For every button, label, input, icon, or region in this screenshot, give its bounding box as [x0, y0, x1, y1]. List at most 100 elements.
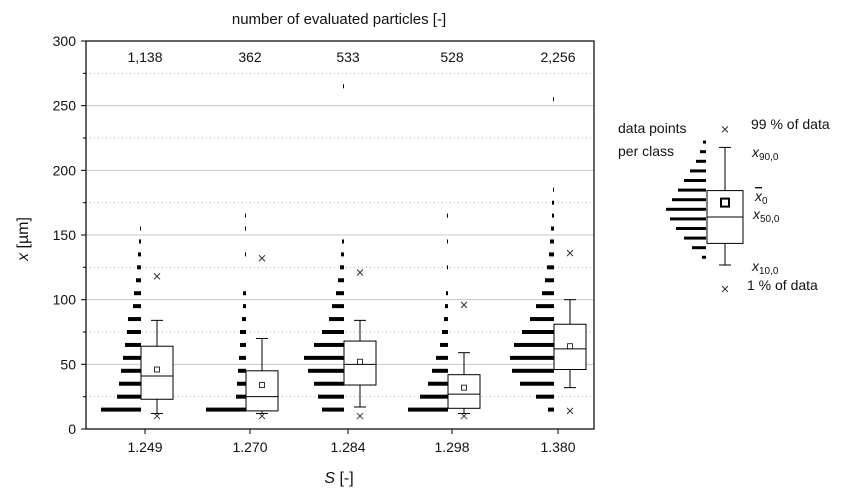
box-p99-marker — [566, 249, 574, 257]
legend-mean-marker-bold — [720, 197, 730, 208]
box-mean-marker — [154, 366, 160, 373]
class-count-bar — [547, 265, 554, 270]
class-count-bar — [447, 239, 448, 244]
legend-class-bar — [684, 236, 706, 240]
y-tick-label: 150 — [53, 227, 77, 243]
legend-class-bar — [666, 207, 706, 211]
cross-stroke — [153, 273, 161, 280]
class-count-bar — [545, 278, 554, 283]
class-count-bar — [536, 304, 554, 309]
box-mean-marker — [461, 384, 467, 391]
y-tick-label: 100 — [53, 292, 77, 308]
legend-class-bar — [676, 227, 706, 230]
particle-count-label: 2,256 — [540, 49, 575, 65]
class-count-bar — [304, 355, 344, 360]
class-count-bar — [510, 355, 554, 360]
class-count-bar — [342, 239, 344, 244]
class-count-bar — [336, 291, 344, 296]
class-count-bar — [444, 317, 448, 322]
x-tick-label: 1.249 — [127, 439, 162, 455]
class-count-bar — [123, 355, 141, 360]
legend-class-bar — [684, 179, 706, 182]
y-tick-label: 50 — [60, 356, 76, 372]
plot-area: 0 50 100 150 200 250 300 1.249 1,138 1.270 362 1.28… — [53, 33, 595, 455]
class-count-bar — [549, 252, 554, 257]
class-count-bar — [446, 291, 448, 296]
class-count-bar — [243, 304, 246, 309]
class-count-bar — [552, 213, 554, 218]
class-count-bar — [206, 407, 246, 412]
class-count-bar — [138, 252, 141, 257]
class-count-bar — [314, 381, 344, 386]
class-count-bar — [245, 252, 246, 257]
class-count-bar — [553, 97, 554, 102]
legend: data points per class 99 % of data x90,0… — [618, 116, 830, 293]
particle-count-label: 1,138 — [127, 49, 162, 65]
cross-stroke — [566, 407, 574, 415]
class-count-bar — [530, 317, 554, 322]
legend-class-bar — [672, 198, 706, 202]
class-count-bar — [322, 407, 344, 412]
cross-stroke — [460, 412, 468, 420]
class-count-bar — [445, 304, 448, 309]
class-count-bar — [514, 342, 554, 347]
legend-class-bar — [690, 169, 706, 173]
class-count-bar — [343, 84, 344, 89]
box-p99-marker — [356, 269, 364, 276]
box-iqr-box — [245, 370, 279, 412]
class-count-bar — [552, 200, 554, 205]
class-count-bar — [442, 330, 448, 334]
legend-class-bar — [700, 150, 706, 154]
class-count-bar — [314, 342, 344, 347]
legend-mean-label: x0 — [754, 188, 768, 207]
class-count-bar — [238, 368, 246, 373]
box-p99-marker — [460, 301, 468, 309]
cross-stroke — [721, 285, 729, 293]
legend-p1-label: 1 % of data — [747, 277, 818, 293]
class-count-bar — [322, 330, 344, 334]
class-count-bar — [240, 342, 246, 347]
class-count-bar — [133, 304, 141, 309]
class-count-bar — [240, 330, 246, 334]
class-count-bar — [243, 291, 246, 296]
y-tick-label: 0 — [68, 421, 76, 437]
class-count-bar — [550, 239, 554, 244]
box-iqr-box — [447, 374, 481, 409]
class-count-bar — [536, 394, 554, 399]
box-iqr-box — [140, 345, 174, 400]
y-axis-label: x [µm] — [15, 217, 32, 262]
class-count-bar — [338, 278, 344, 283]
y-tick-label: 300 — [53, 33, 77, 49]
class-count-bar — [428, 381, 448, 386]
box-mean-marker — [357, 358, 363, 365]
class-count-bar — [542, 291, 554, 296]
class-count-bar — [329, 317, 344, 322]
cross-stroke — [258, 254, 266, 262]
cross-stroke — [460, 301, 468, 309]
class-count-bar — [136, 278, 141, 283]
class-count-bar — [551, 226, 554, 231]
cross-stroke — [356, 269, 364, 276]
legend-class-bar — [696, 159, 706, 163]
legend-median-label: x50,0 — [752, 206, 780, 225]
class-count-bar — [332, 304, 344, 309]
box-p1-marker — [566, 407, 574, 415]
legend-class-bar — [692, 246, 706, 250]
class-count-bar — [522, 330, 554, 334]
class-count-bar — [128, 317, 141, 322]
box-p1-marker — [258, 412, 266, 420]
x-tick-label: 1.380 — [540, 439, 575, 455]
particle-count-label: 533 — [336, 49, 360, 65]
class-count-bar — [101, 407, 141, 412]
cross-stroke — [258, 412, 266, 420]
legend-class-bar — [670, 217, 706, 221]
class-count-bar — [340, 265, 344, 270]
class-count-bar — [236, 394, 246, 399]
class-count-bar — [447, 265, 448, 270]
class-count-bar — [139, 239, 141, 244]
legend-p99-label: 99 % of data — [751, 116, 830, 132]
class-count-bar — [242, 317, 246, 322]
class-count-bar — [341, 252, 344, 257]
legend-p99-marker — [721, 126, 729, 133]
class-count-bar — [408, 407, 448, 412]
